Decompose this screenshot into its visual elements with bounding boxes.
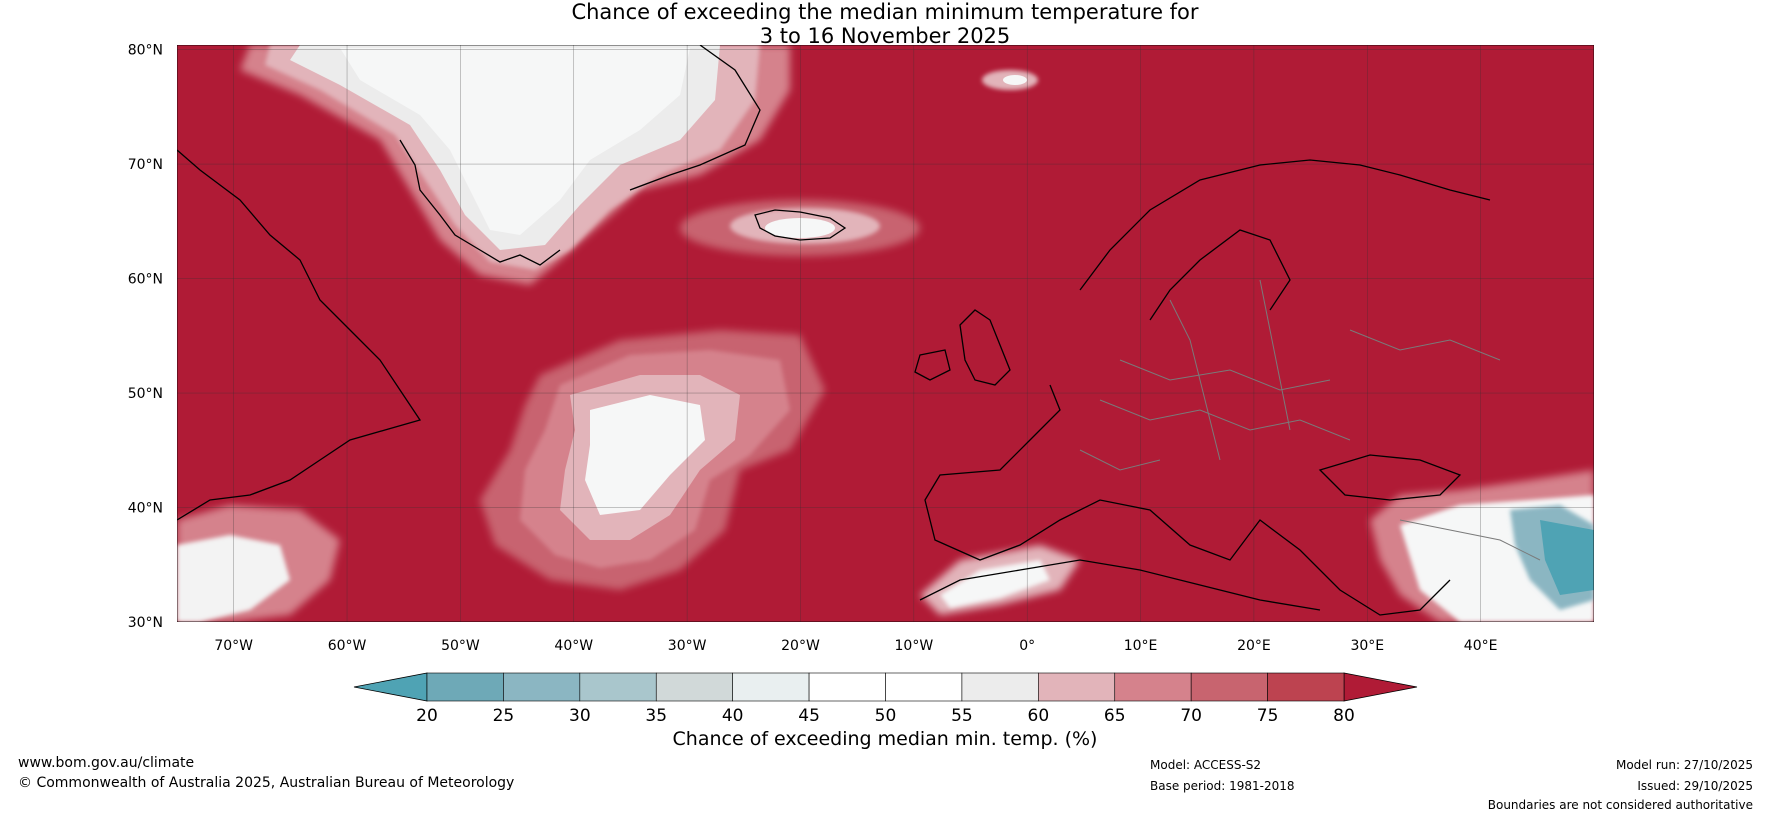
colorbar-tick-label: 55 xyxy=(951,706,973,726)
latitude-label: 30°N xyxy=(128,615,163,631)
longitude-label: 0° xyxy=(1019,638,1035,654)
country-borders xyxy=(1079,279,1541,561)
longitude-label: 40°W xyxy=(554,638,593,654)
iceland-field xyxy=(680,200,920,256)
middle-east-field xyxy=(1370,470,1594,622)
longitude-label: 60°W xyxy=(328,638,367,654)
colorbar-bin xyxy=(961,672,1039,702)
colorbar-label: Chance of exceeding median min. temp. (%… xyxy=(672,728,1098,750)
colorbar-bin xyxy=(1038,672,1116,702)
colorbar-bin xyxy=(1190,672,1268,702)
colorbar-bin xyxy=(426,672,504,702)
title-line-2: 3 to 16 November 2025 xyxy=(759,24,1011,48)
colorbar: 20 25 30 35 40 45 50 55 60 65 70 75 80 xyxy=(353,672,1418,726)
footer-issued: Issued: 29/10/2025 xyxy=(1637,779,1753,793)
colorbar-bin xyxy=(1267,672,1345,702)
footer-disclaimer: Boundaries are not considered authoritat… xyxy=(1487,798,1753,812)
colorbar-bin xyxy=(808,672,886,702)
colorbar-tick-label: 60 xyxy=(1028,706,1050,726)
latitude-label: 40°N xyxy=(128,501,163,517)
chart-title: Chance of exceeding the median minimum t… xyxy=(0,0,1770,48)
longitude-labels: 70°W 60°W 50°W 40°W 30°W 20°W 10°W 0° 10°E 20°E 30… xyxy=(214,638,1497,654)
longitude-label: 10°W xyxy=(895,638,934,654)
footer-base-period: Base period: 1981-2018 xyxy=(1150,779,1295,793)
latitude-labels: 80°N 70°N 60°N 50°N 40°N 30°N xyxy=(128,43,163,631)
colorbar-over-arrow xyxy=(1343,672,1418,702)
footer-model-run: Model run: 27/10/2025 xyxy=(1615,758,1753,772)
footer-website: www.bom.gov.au/climate xyxy=(18,755,195,771)
longitude-label: 20°E xyxy=(1237,638,1271,654)
graticule xyxy=(177,45,1594,622)
colorbar-tick-label: 70 xyxy=(1180,706,1202,726)
title-line-1: Chance of exceeding the median minimum t… xyxy=(571,0,1199,24)
latitude-label: 80°N xyxy=(128,43,163,59)
colorbar-tick-label: 45 xyxy=(798,706,820,726)
map-area xyxy=(177,45,1594,622)
colorbar-bin xyxy=(655,672,733,702)
colorbar-tick-label: 50 xyxy=(875,706,897,726)
atlantic-field xyxy=(480,330,825,590)
footer-copyright: © Commonwealth of Australia 2025, Austra… xyxy=(18,775,515,791)
longitude-label: 70°W xyxy=(214,638,253,654)
footer-model: Model: ACCESS-S2 xyxy=(1150,758,1262,772)
colorbar-under-arrow xyxy=(353,672,428,702)
colorbar-tick-label: 25 xyxy=(493,706,515,726)
colorbar-tick-label: 80 xyxy=(1333,706,1355,726)
colorbar-bin xyxy=(579,672,657,702)
colorbar-tick-label: 20 xyxy=(416,706,438,726)
longitude-label: 40°E xyxy=(1464,638,1498,654)
longitude-label: 30°E xyxy=(1350,638,1384,654)
colorbar-bin xyxy=(732,672,810,702)
svalbard-core xyxy=(1003,75,1027,85)
latitude-label: 60°N xyxy=(128,272,163,288)
colorbar-bin xyxy=(503,672,581,702)
colorbar-tick-label: 40 xyxy=(722,706,744,726)
longitude-label: 10°E xyxy=(1124,638,1158,654)
colorbar-tick-label: 35 xyxy=(645,706,667,726)
colorbar-tick-label: 30 xyxy=(569,706,591,726)
longitude-label: 20°W xyxy=(781,638,820,654)
coastlines xyxy=(177,45,1491,616)
greenland-field xyxy=(240,45,790,285)
north-africa-field xyxy=(920,545,1080,615)
latitude-label: 50°N xyxy=(128,386,163,402)
colorbar-tick-label: 65 xyxy=(1104,706,1126,726)
colorbar-tick-label: 75 xyxy=(1257,706,1279,726)
colorbar-bin xyxy=(885,672,963,702)
longitude-label: 30°W xyxy=(668,638,707,654)
colorbar-bin xyxy=(1114,672,1192,702)
latitude-label: 70°N xyxy=(128,157,163,173)
longitude-label: 50°W xyxy=(441,638,480,654)
